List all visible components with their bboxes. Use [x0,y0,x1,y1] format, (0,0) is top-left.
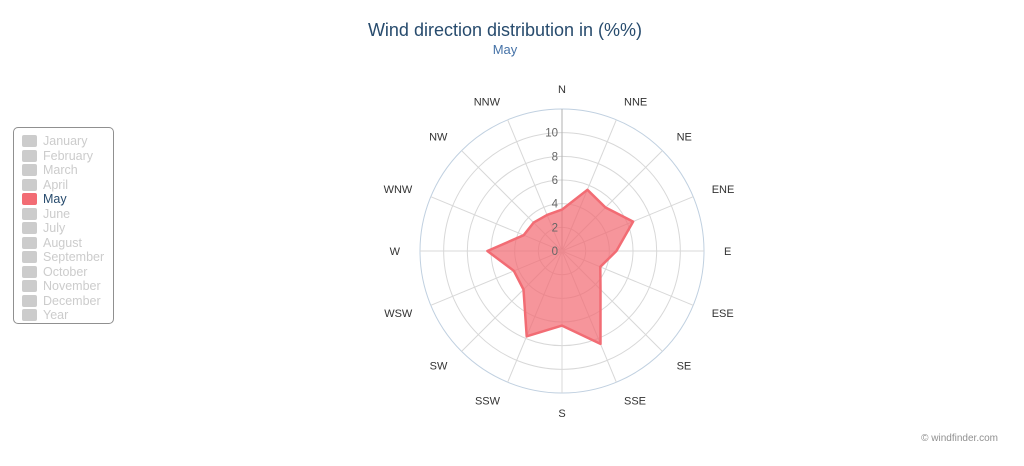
direction-label-wsw: WSW [384,308,413,320]
legend-item-november[interactable]: November [14,279,113,294]
data-point-se [598,287,602,291]
direction-label-ssw: SSW [475,396,501,408]
legend-item-year[interactable]: Year [14,308,113,323]
series-area-may [486,188,635,346]
direction-label-ne: NE [677,131,692,143]
direction-label-wnw: WNW [384,184,413,196]
legend-swatch [22,265,37,278]
direction-label-nnw: NNW [474,96,501,108]
data-point-sse [598,342,602,346]
legend-label: July [43,221,66,236]
legend-item-may[interactable]: May [14,192,113,207]
data-point-nne [585,188,589,192]
legend-swatch [22,309,37,322]
data-point-n [560,208,564,212]
chart-subtitle: May [492,42,518,57]
data-point-nw [532,221,536,225]
legend-swatch [22,294,37,307]
legend-item-october[interactable]: October [14,265,113,280]
legend-swatch [22,222,37,235]
legend-label: March [43,163,78,178]
data-point-sw [522,287,526,291]
data-point-nnw [545,213,549,217]
credit-text[interactable]: © windfinder.com [921,433,998,444]
legend-label: June [43,206,71,221]
legend-item-march[interactable]: March [14,163,113,178]
legend-item-april[interactable]: April [14,178,113,193]
direction-label-sse: SSE [624,396,646,408]
legend-item-july[interactable]: July [14,221,113,236]
legend-item-june[interactable]: June [14,207,113,222]
legend-swatch [22,149,37,162]
data-point-ene [631,220,635,224]
legend-item-september[interactable]: September [14,250,113,265]
direction-label-n: N [558,84,566,96]
legend-label: Year [43,308,69,323]
legend-swatch [22,135,37,148]
radial-tick-label: 8 [552,151,558,163]
legend-label: August [43,235,82,250]
legend-item-august[interactable]: August [14,236,113,251]
legend-swatch [22,178,37,191]
direction-label-e: E [724,246,731,258]
radial-tick-label: 10 [545,128,558,140]
data-point-wsw [512,269,516,273]
legend-label: November [43,279,101,294]
radial-tick-label: 2 [552,222,558,234]
data-point-e [614,249,618,253]
radial-tick-label: 6 [552,175,558,187]
legend-item-january[interactable]: January [14,134,113,149]
chart-title: Wind direction distribution in (%%) [367,20,643,40]
direction-label-nw: NW [429,131,448,143]
direction-label-ese: ESE [712,308,734,320]
data-point-ese [598,265,602,269]
legend-label: January [43,134,88,149]
legend-label: September [43,250,105,265]
direction-label-se: SE [677,361,692,373]
radial-tick-label: 4 [552,199,559,211]
data-point-ne [604,205,608,209]
data-point-w [485,249,489,253]
legend-label: May [43,192,67,207]
month-legend: January February March April May June July Augu… [13,127,114,324]
legend-item-december[interactable]: December [14,294,113,309]
legend-label: October [43,264,88,279]
legend-swatch [22,251,37,264]
legend-swatch [22,236,37,249]
legend-label: February [43,148,94,163]
direction-label-sw: SW [430,361,448,373]
legend-swatch [22,280,37,293]
legend-item-february[interactable]: February [14,149,113,164]
direction-label-w: W [390,246,401,258]
legend-swatch [22,207,37,220]
legend-label: December [43,293,101,308]
radial-tick-label: 0 [552,246,558,258]
direction-label-ene: ENE [712,184,735,196]
legend-swatch [22,193,37,206]
direction-label-nne: NNE [624,96,647,108]
legend-swatch [22,164,37,177]
data-point-s [560,324,564,328]
direction-label-s: S [558,408,565,420]
legend-label: April [43,177,69,192]
data-point-ssw [525,334,529,338]
data-point-wnw [522,233,526,237]
